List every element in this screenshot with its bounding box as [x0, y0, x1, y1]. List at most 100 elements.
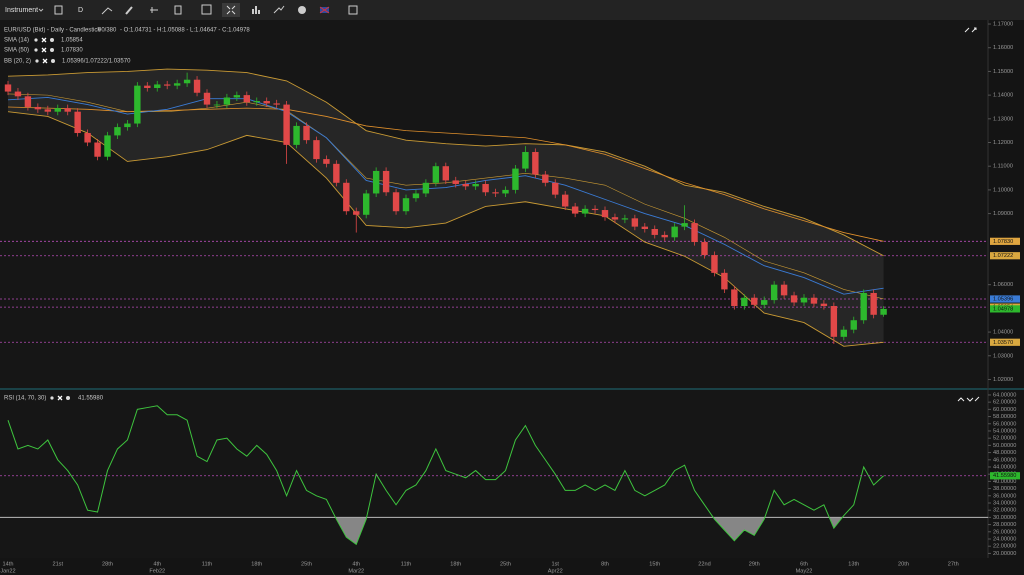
chart-title: EUR/USD (Bid) - Daily - Candlestick	[4, 28, 101, 34]
y-tick-label: 1.03000	[993, 353, 1013, 359]
candle-body	[154, 84, 161, 89]
candle-body	[263, 101, 270, 104]
y-tick-label: 1.12000	[993, 140, 1013, 146]
y-tick-label: 46.00000	[993, 457, 1016, 463]
candle-body	[840, 329, 847, 337]
x-tick-label: 20th	[898, 561, 909, 567]
y-tick-label: 1.15000	[993, 69, 1013, 75]
active-button[interactable]	[222, 3, 240, 17]
candle-body	[552, 182, 559, 195]
layout-icon[interactable]	[201, 4, 212, 15]
rsi-pane	[0, 390, 988, 558]
candle-body	[333, 163, 340, 183]
pen-icon[interactable]	[125, 6, 133, 15]
line-tool-icon[interactable]	[101, 7, 113, 15]
bars-icon[interactable]	[54, 5, 63, 15]
candle-body	[54, 108, 61, 112]
pane-controls[interactable]	[957, 396, 980, 402]
maximize-icon[interactable]	[964, 27, 977, 33]
candle-body	[84, 133, 91, 143]
window-icon[interactable]	[348, 5, 358, 15]
price-tag	[990, 295, 1020, 303]
delete-icon[interactable]	[174, 5, 182, 15]
legend-icons[interactable]	[34, 37, 70, 401]
x-tick-label: 15th	[649, 561, 660, 567]
legend-name: BB (20, 2)	[4, 59, 31, 65]
y-tick-label: 30.00000	[993, 515, 1016, 521]
candle-body	[691, 223, 698, 243]
candle-body	[432, 166, 440, 183]
x-tick-label: 28th	[102, 561, 113, 567]
candle-body	[313, 140, 320, 160]
candle-body	[363, 193, 370, 215]
indicator-line	[7, 111, 884, 347]
x-tick-sublabel: Mar22	[348, 568, 364, 574]
x-tick-label: 25th	[500, 561, 511, 567]
candle-body	[751, 297, 758, 305]
x-tick-label: 4th	[352, 561, 360, 567]
y-tick-label: 56.00000	[993, 421, 1016, 427]
candle-body	[124, 123, 131, 128]
candle-body	[372, 170, 380, 194]
x-tick-label: 21st	[52, 561, 63, 567]
y-tick-label: 1.14000	[993, 93, 1013, 99]
candle-body	[820, 303, 828, 307]
candle-body	[711, 255, 718, 273]
y-tick-label: 22.00000	[993, 544, 1016, 550]
y-tick-label: 28.00000	[993, 522, 1016, 528]
candle-body	[382, 170, 390, 193]
price-tag	[990, 305, 1020, 313]
flag-cross	[319, 6, 330, 14]
price-tag	[990, 237, 1020, 245]
x-tick-label: 4th	[153, 561, 161, 567]
price-tag-label: 1.04978	[993, 306, 1013, 312]
candle-body	[800, 297, 808, 303]
rsi-oversold-fill	[713, 517, 765, 541]
y-tick-label: 36.00000	[993, 493, 1016, 499]
candle-body	[571, 206, 579, 214]
candle-body	[343, 182, 350, 212]
indicator-icon[interactable]	[252, 6, 260, 14]
candle-body	[44, 109, 51, 112]
price-tag-label: 1.07222	[993, 253, 1013, 259]
x-tick-label: 6th	[800, 561, 808, 567]
legend-reading: 1.05396/1.07222/1.03570	[62, 59, 131, 65]
y-tick-label: 26.00000	[993, 529, 1016, 535]
candle-body	[233, 95, 241, 98]
share-icon[interactable]	[273, 5, 285, 14]
candle-body	[741, 297, 748, 307]
y-tick-label: 44.00000	[993, 464, 1016, 470]
candle-body	[721, 272, 728, 290]
y-tick-label: 1.10000	[993, 187, 1013, 193]
theme-icon[interactable]	[298, 6, 306, 14]
y-tick-label: 20.00000	[993, 551, 1016, 557]
candle-body	[780, 284, 788, 296]
x-tick-label: 1st	[552, 561, 560, 567]
candle-body	[651, 228, 658, 235]
y-tick-label: 1.06000	[993, 282, 1013, 288]
candle-body	[631, 218, 639, 227]
instrument-menu[interactable]: Instrument	[5, 7, 38, 14]
rsi-oversold-fill	[829, 517, 843, 529]
y-tick-label: 48.00000	[993, 450, 1016, 456]
y-tick-label: 32.00000	[993, 508, 1016, 514]
candle-body	[134, 85, 141, 124]
x-tick-label: 8th	[601, 561, 609, 567]
candle-body	[581, 208, 589, 214]
candle-body	[293, 125, 300, 145]
candle-body	[243, 95, 250, 103]
interval-menu[interactable]: D	[78, 7, 83, 14]
indicator-line	[7, 97, 884, 295]
bollinger-fill	[8, 69, 884, 347]
legend-reading: 1.05854	[61, 38, 83, 44]
axis: 1.17000 1.16000 1.15000 1.14000 1.13000 1.120…	[0, 22, 1020, 574]
candle-body	[601, 210, 609, 218]
candle-body	[193, 79, 201, 93]
candle-body	[164, 84, 171, 86]
bar-counter: 90/380	[98, 28, 117, 34]
y-tick-label: 60.00000	[993, 407, 1016, 413]
candle-body	[213, 104, 221, 106]
x-tick-sublabel: Jan22	[0, 568, 15, 574]
candle-body	[273, 103, 280, 105]
shape-icon[interactable]	[150, 7, 158, 13]
